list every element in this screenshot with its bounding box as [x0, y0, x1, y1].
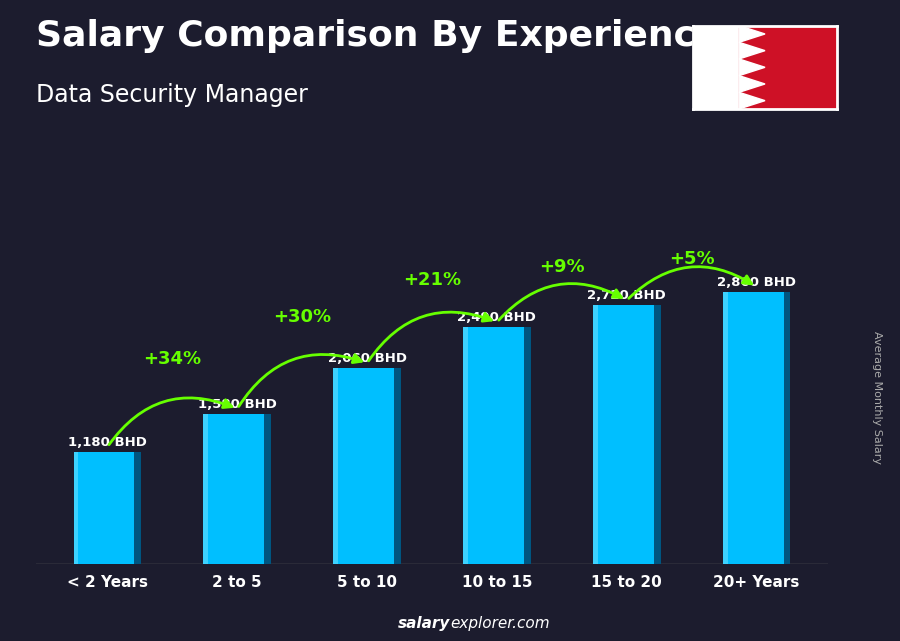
Bar — [653, 305, 661, 564]
Text: Data Security Manager: Data Security Manager — [36, 83, 308, 107]
Polygon shape — [739, 59, 765, 76]
Text: 1,580 BHD: 1,580 BHD — [198, 398, 276, 411]
Text: +5%: +5% — [669, 250, 715, 268]
Bar — [394, 368, 400, 564]
Bar — [134, 452, 141, 564]
Bar — [739, 26, 837, 109]
Bar — [203, 413, 208, 564]
Bar — [784, 292, 790, 564]
Bar — [333, 368, 400, 564]
Bar — [464, 327, 468, 564]
Text: 2,860 BHD: 2,860 BHD — [717, 276, 796, 289]
Polygon shape — [739, 76, 765, 92]
Text: 1,180 BHD: 1,180 BHD — [68, 436, 147, 449]
Bar — [723, 292, 727, 564]
Text: +21%: +21% — [403, 271, 461, 289]
Text: 2,490 BHD: 2,490 BHD — [457, 311, 536, 324]
Bar — [464, 327, 531, 564]
Text: explorer.com: explorer.com — [450, 617, 550, 631]
Text: 2,720 BHD: 2,720 BHD — [588, 289, 666, 302]
Bar — [723, 292, 790, 564]
Bar — [524, 327, 531, 564]
Bar — [593, 305, 598, 564]
Text: +30%: +30% — [273, 308, 331, 326]
Text: +9%: +9% — [539, 258, 585, 276]
Bar — [203, 413, 271, 564]
Polygon shape — [739, 92, 765, 109]
Bar — [593, 305, 661, 564]
Polygon shape — [739, 42, 765, 59]
Text: +34%: +34% — [143, 350, 202, 368]
Bar — [265, 413, 271, 564]
Bar — [74, 452, 141, 564]
Text: Average Monthly Salary: Average Monthly Salary — [872, 331, 883, 464]
Text: salary: salary — [398, 617, 450, 631]
Text: 2,060 BHD: 2,060 BHD — [328, 352, 407, 365]
Bar — [74, 452, 78, 564]
Polygon shape — [739, 26, 765, 42]
Text: Salary Comparison By Experience: Salary Comparison By Experience — [36, 19, 719, 53]
Bar — [333, 368, 338, 564]
